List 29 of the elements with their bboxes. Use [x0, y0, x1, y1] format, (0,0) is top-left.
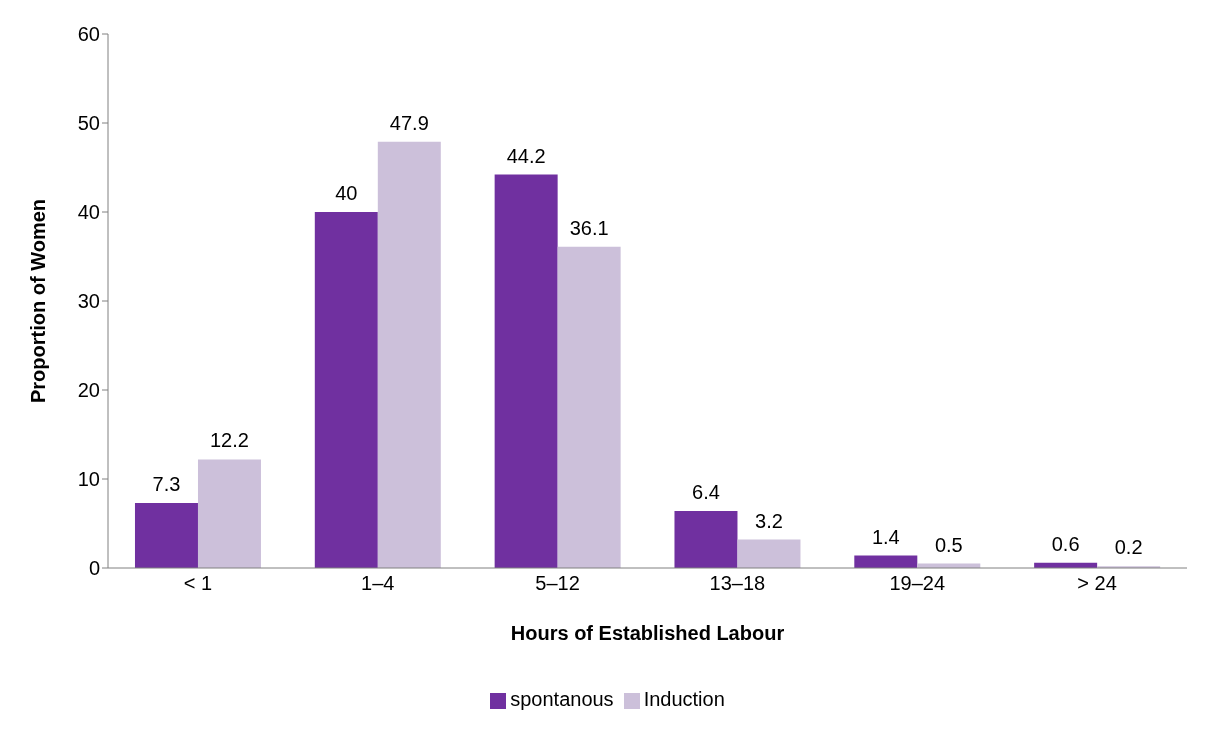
data-label: 36.1 [569, 216, 609, 239]
x-tick-label: > 24 [1077, 572, 1117, 595]
x-tick-label: 19–24 [889, 572, 946, 595]
y-tick-label: 60 [77, 23, 100, 46]
x-tick-label: 5–12 [535, 572, 580, 595]
data-label: 12.2 [210, 429, 249, 452]
data-label: 44.2 [506, 144, 546, 167]
y-tick-label: 20 [77, 379, 100, 402]
data-label: 6.4 [692, 481, 720, 504]
data-label: 40 [335, 182, 358, 204]
data-label: 7.3 [152, 473, 181, 496]
data-label: 0.6 [1051, 532, 1080, 555]
legend-label: spontanous [510, 688, 614, 710]
y-axis-title: Proportion of Women [27, 198, 50, 404]
x-tick-label: 1–4 [361, 572, 395, 595]
data-label: 3.2 [755, 509, 783, 532]
data-label: 1.4 [871, 525, 900, 548]
data-label: 47.9 [389, 111, 429, 134]
legend-label: Induction [643, 688, 725, 710]
data-label: 0.5 [934, 533, 963, 556]
x-axis-title: Hours of Established Labour [510, 622, 785, 644]
y-tick-label: 10 [77, 468, 100, 491]
y-tick-label: 0 [88, 557, 100, 580]
x-tick-label: 13–18 [709, 572, 766, 595]
y-tick-label: 40 [77, 201, 100, 224]
y-tick-label: 30 [77, 290, 100, 313]
x-tick-label: < 1 [183, 572, 213, 595]
data-label: 0.2 [1114, 536, 1143, 559]
y-tick-label: 50 [77, 112, 100, 135]
